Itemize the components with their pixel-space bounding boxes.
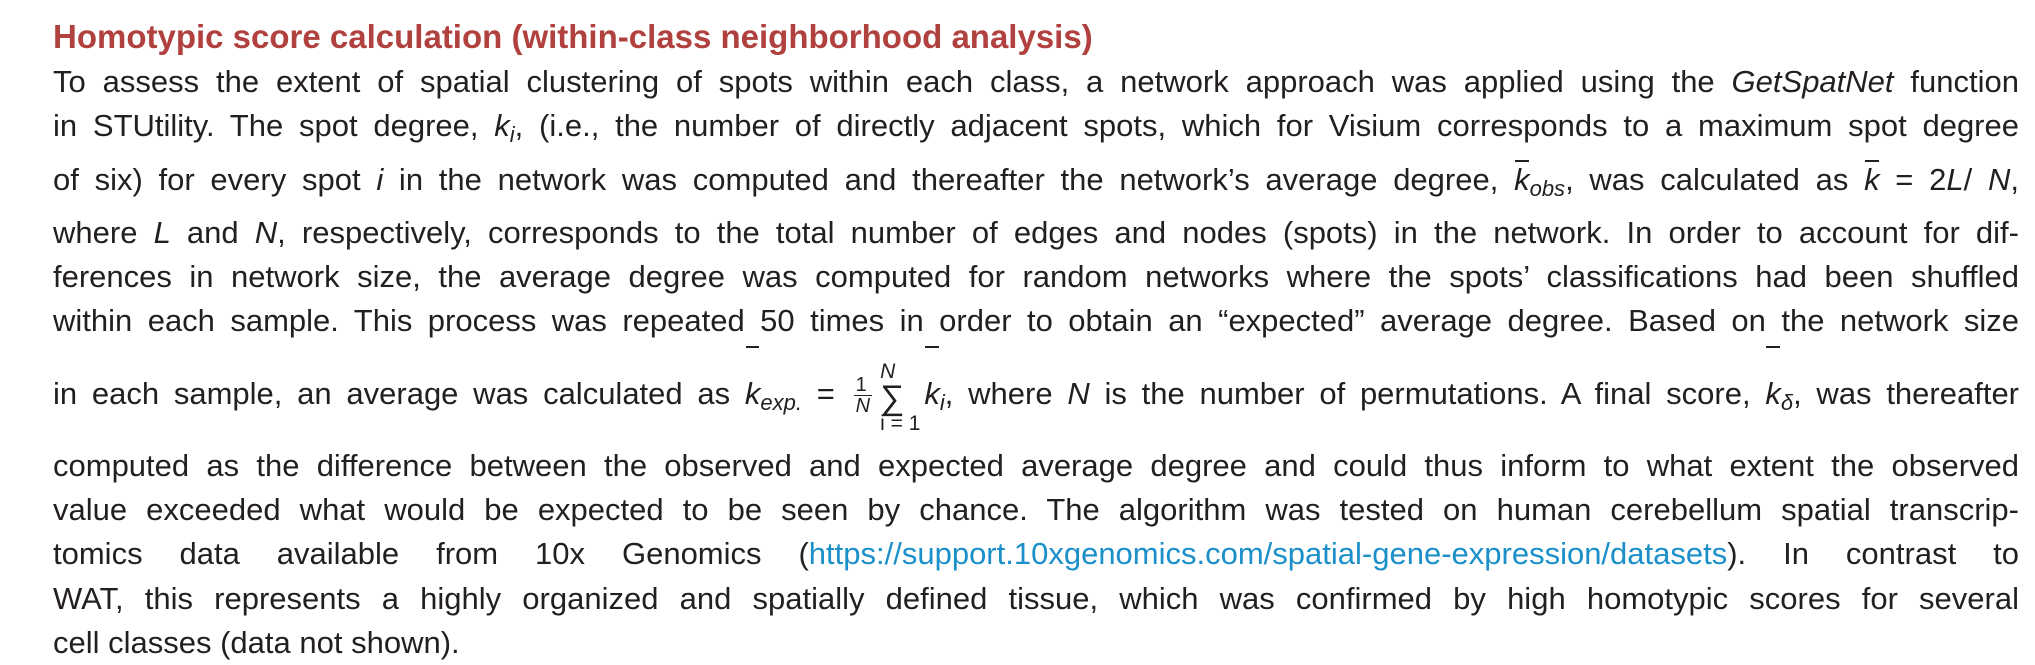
text-line-12: cell classes (data not shown).	[53, 624, 460, 660]
text-line-8: computed as the difference between the o…	[53, 447, 2019, 483]
formula-summation: N ∑ i = 1	[880, 359, 921, 435]
methods-paragraph: To assess the extent of spatial clusteri…	[53, 60, 2019, 665]
text-line-4: where L and N, respectively, corresponds…	[53, 214, 2019, 250]
formula-k-i-bar: ki	[924, 345, 945, 415]
text-line-3: of six) for every spot i in the network …	[53, 158, 2019, 211]
text-line-7: in each sample, an average was calculate…	[53, 344, 2019, 444]
methods-section: Homotypic score calculation (within-clas…	[53, 14, 2019, 665]
formula-k-obs: kobs	[1514, 159, 1565, 201]
formula-k-exp: kexp.	[745, 345, 802, 415]
formula-k-bar: k	[1864, 158, 1880, 202]
text-line-6: within each sample. This process was rep…	[53, 303, 2019, 339]
text-line-1: To assess the extent of spatial clusteri…	[53, 64, 2019, 99]
formula-k-delta: kδ	[1765, 345, 1793, 415]
text-line-2: in STUtility. The spot degree, ki, (i.e.…	[53, 108, 2019, 148]
text-line-9: value exceeded what would be expected to…	[53, 492, 2019, 528]
text-line-10: tomics data available from 10x Genomics …	[53, 536, 2019, 572]
formula-k-i: ki	[494, 108, 515, 148]
datasets-link[interactable]: https://support.10xgenomics.com/spatial-…	[808, 536, 1728, 572]
section-heading: Homotypic score calculation (within-clas…	[53, 18, 1093, 55]
text-line-11: WAT, this represents a highly organized …	[53, 580, 2019, 616]
function-name: GetSpatNet	[1731, 64, 1894, 99]
text-line-5: ferences in network size, the average de…	[53, 259, 2019, 295]
